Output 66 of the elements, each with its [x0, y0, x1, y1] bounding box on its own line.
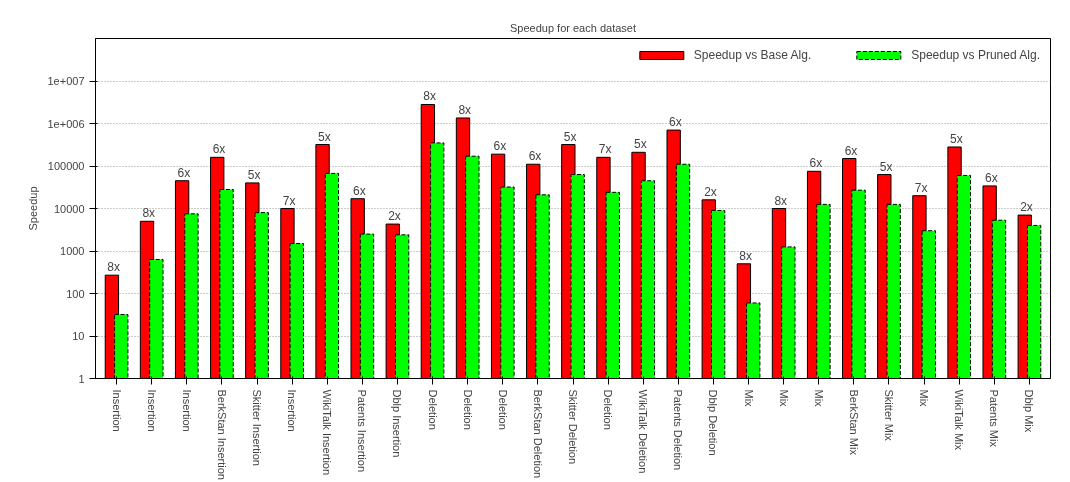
x-tick-label: Mix [918, 389, 931, 408]
annotation: 5x [879, 159, 893, 174]
x-tick-label: Patents Deletion [672, 389, 685, 471]
x-tick-label: Skitter Deletion [567, 389, 579, 465]
annotation: 6x [212, 142, 226, 157]
x-tick-label: Deletion [461, 389, 474, 430]
annotation: 7x [282, 193, 296, 208]
annotation: 5x [563, 129, 577, 144]
x-tick-label: Mix [742, 389, 755, 408]
x-tick-label: WikiTalk Mix [953, 389, 966, 451]
x-tick-label: Dblp Deletion [707, 389, 720, 456]
y-tick-label: 1 [78, 372, 85, 385]
x-tick-label: Deletion [602, 389, 615, 430]
annotation: 7x [598, 142, 612, 157]
x-tick-label: BerkStan Insertion [215, 389, 228, 480]
annotation: 2x [704, 184, 717, 199]
chart-title: Speedup for each dataset [510, 21, 636, 34]
x-tick-label: Deletion [426, 389, 439, 430]
x-tick-label: Mix [812, 389, 825, 408]
annotation: 6x [177, 165, 191, 180]
x-tick-label: BerkStan Mix [847, 389, 860, 456]
annotation: 5x [633, 137, 647, 152]
annotation: 6x [528, 149, 542, 164]
x-tick-label: Insertion [145, 389, 158, 432]
x-tick-label: BerkStan Deletion [531, 389, 544, 479]
annotation: 2x [1020, 200, 1033, 215]
annotation: 8x [458, 102, 472, 117]
annotation: 7x [914, 180, 928, 195]
x-tick-label: Dblp Mix [1023, 389, 1036, 433]
annotation: 6x [985, 170, 998, 185]
annotation: 8x [739, 248, 752, 263]
annotation: 8x [107, 260, 120, 275]
x-tick-label: Skitter Insertion [251, 389, 264, 466]
y-tick-label: 100 [66, 287, 85, 300]
x-tick-label: Insertion [180, 389, 193, 432]
annotation: 6x [844, 143, 858, 158]
annotation: 6x [809, 156, 823, 171]
annotation: 6x [493, 139, 507, 154]
y-axis-title: Speedup [27, 186, 40, 231]
x-tick-label: Insertion [110, 389, 123, 432]
x-tick-label: Insertion [286, 389, 299, 432]
annotation: 5x [949, 132, 963, 146]
y-tick-label: 1e+006 [47, 117, 85, 130]
annotation: 8x [774, 193, 788, 208]
annotation: 8x [142, 206, 156, 221]
x-tick-label: Skitter Mix [882, 389, 895, 442]
x-tick-label: Dblp Insertion [391, 389, 404, 458]
y-tick-label: 10000 [53, 202, 85, 215]
x-tick-label: WikiTalk Insertion [321, 389, 334, 476]
x-tick-label: WikiTalk Deletion [637, 389, 650, 474]
legend-label: Speedup vs Base Alg. [693, 48, 812, 62]
x-tick-label: Patents Insertion [356, 389, 369, 473]
annotation: 8x [423, 89, 436, 104]
annotation: 5x [317, 129, 331, 144]
legend-label: Speedup vs Pruned Alg. [911, 48, 1040, 62]
x-tick-label: Patents Mix [988, 389, 1001, 448]
annotation: 6x [669, 115, 682, 130]
annotation: 5x [247, 167, 261, 182]
y-tick-label: 1000 [60, 245, 85, 257]
y-tick-label: 10 [72, 330, 85, 342]
x-tick-label: Mix [777, 389, 790, 408]
x-tick-label: Deletion [496, 389, 509, 430]
annotation: 6x [353, 183, 366, 198]
y-tick-label: 100000 [47, 160, 85, 172]
y-tick-label: 1e+007 [47, 75, 85, 87]
annotation: 2x [388, 209, 401, 224]
